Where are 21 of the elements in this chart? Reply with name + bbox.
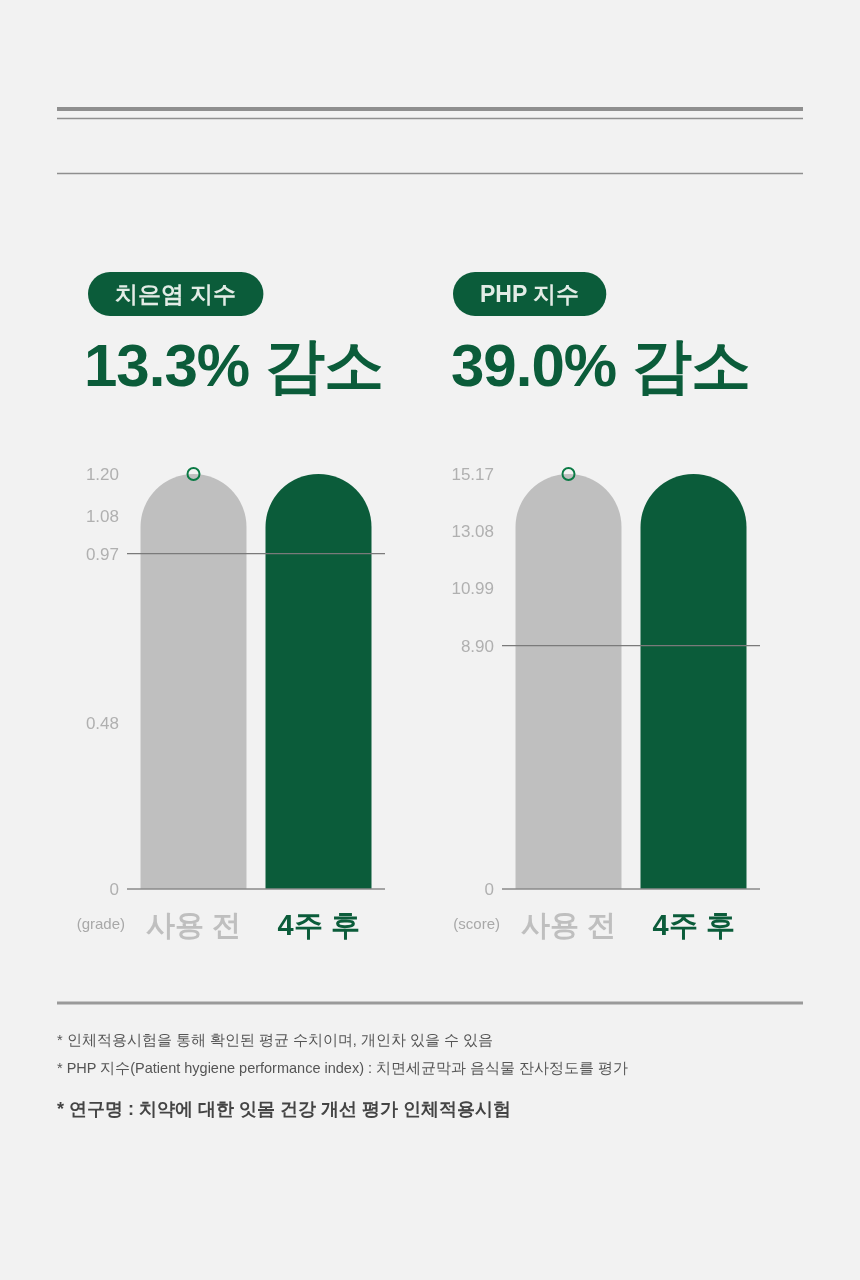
y-tick-label: 13.08 [451,522,494,542]
chart-subtitle: 13.3% 감소 [84,332,383,399]
y-tick-label: 15.17 [451,465,494,484]
text: * PHP 지수(Patient hygiene performance index) : 치면세균막과 음식물 잔사정도를 평가 [57,1060,629,1076]
x-tick-label: 4주 후 [277,909,360,941]
chart-title: 치은염 지수 [115,281,237,307]
y-axis-title: (grade) [76,915,125,932]
y-tick-label: 0 [484,880,494,899]
chart-title: PHP 지수 [480,281,580,307]
text: * 인체적용시험을 통해 확인된 평균 수치이며, 개인차 있을 수 있음 [57,1032,493,1048]
chart-subtitle: 39.0% 감소 [451,332,750,399]
y-tick-label: 10.99 [451,579,494,599]
y-tick-label: 1.08 [85,506,119,526]
y-axis-title: (score) [453,915,500,932]
text: * 연구명 : 치약에 대한 잇몸 건강 개선 평가 인체적용시험 [57,1099,512,1119]
x-tick-label: 4주 후 [652,909,735,941]
y-tick-label: 0.48 [85,714,119,733]
y-tick-label: 0 [109,880,119,899]
y-tick-label: 8.90 [460,636,494,656]
y-tick-label: 1.20 [85,465,119,484]
y-tick-label: 0.97 [85,544,119,564]
